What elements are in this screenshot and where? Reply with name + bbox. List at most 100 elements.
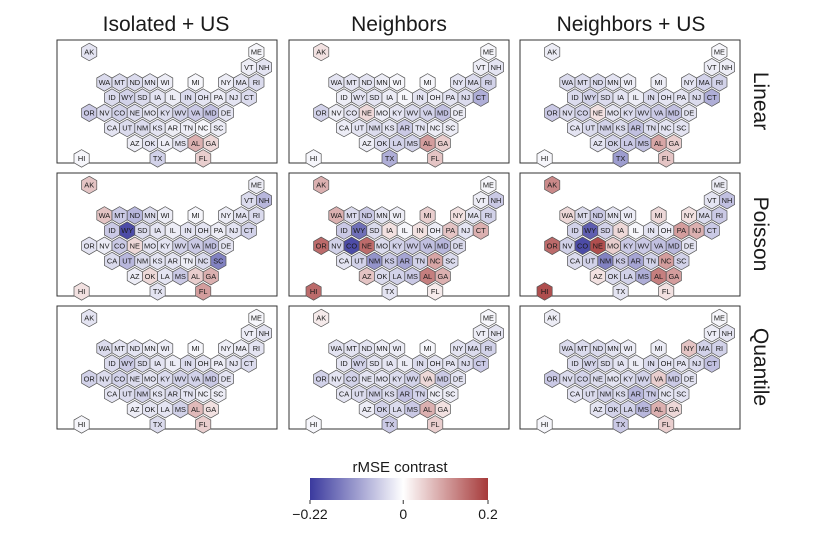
hex-label: IL <box>633 359 639 368</box>
hex-label: CO <box>577 241 588 250</box>
hex-label: WV <box>174 241 186 250</box>
hex-label: UT <box>354 124 364 133</box>
hex-cell <box>658 415 675 434</box>
hex-label: AK <box>547 48 557 57</box>
hex-label: WY <box>353 93 365 102</box>
hex-label: WY <box>353 359 365 368</box>
hex-label: AR <box>631 257 641 266</box>
state-hex-hi: HI <box>305 282 322 301</box>
state-hex-ok: OK <box>142 400 158 419</box>
state-hex-id: ID <box>336 354 352 373</box>
state-hex-wv: WV <box>635 103 652 122</box>
hex-label: WV <box>406 374 418 383</box>
state-hex-nv: NV <box>96 369 113 388</box>
hex-label: OK <box>608 405 619 414</box>
hex-label: SD <box>369 359 379 368</box>
state-hex-ca: CA <box>336 251 352 271</box>
state-hex-oh: OH <box>195 88 212 107</box>
hex-label: IN <box>647 359 654 368</box>
hex-label: MD <box>668 108 680 117</box>
hex-label: NY <box>221 344 231 353</box>
hex-label: IN <box>184 359 191 368</box>
state-hex-mt: MT <box>343 206 360 225</box>
hex-label: DE <box>684 374 694 383</box>
state-hex-ar: AR <box>164 251 181 271</box>
panel-poisson-isolated-us: AK ME VT NH WA MT ND MN WI MI NY MA RI ID WY SD IA IL IN OH… <box>56 172 278 301</box>
state-hex-ak: AK <box>81 175 98 195</box>
state-hex-la: LA <box>620 134 637 153</box>
hex-label: IA <box>154 359 161 368</box>
hex-cell <box>620 206 637 225</box>
state-hex-tx: TX <box>149 415 166 434</box>
hex-label: FL <box>431 420 440 429</box>
hex-label: WA <box>99 211 111 220</box>
state-hex-ar: AR <box>396 384 413 404</box>
hex-label: MO <box>607 374 619 383</box>
state-hex-ma: MA <box>465 339 482 358</box>
hex-label: VT <box>244 63 254 72</box>
hex-cell <box>620 339 637 358</box>
hex-label: AL <box>654 139 663 148</box>
state-hex-wv: WV <box>635 369 652 388</box>
hex-label: RI <box>485 78 492 87</box>
state-hex-de: DE <box>218 103 234 122</box>
hex-label: TX <box>616 154 626 163</box>
hex-label: AL <box>423 405 432 414</box>
hex-label: AR <box>168 124 178 133</box>
state-hex-in: IN <box>412 354 428 373</box>
hex-label: WV <box>637 108 649 117</box>
state-hex-mn: MN <box>142 73 158 92</box>
state-hex-ri: RI <box>248 339 265 358</box>
state-hex-co: CO <box>111 236 128 255</box>
state-hex-al: AL <box>187 267 204 286</box>
hex-cell <box>544 175 561 195</box>
state-hex-mo: MO <box>605 369 621 388</box>
hex-cell <box>658 282 675 301</box>
state-hex-co: CO <box>343 236 360 255</box>
state-hex-nm: NM <box>366 384 383 404</box>
hex-label: NM <box>137 124 149 133</box>
hex-label: MD <box>205 374 217 383</box>
state-hex-ny: NY <box>681 206 697 225</box>
state-hex-sc: SC <box>210 251 227 271</box>
hex-label: CO <box>114 241 125 250</box>
state-hex-tn: TN <box>180 384 196 404</box>
hex-label: DE <box>221 241 231 250</box>
state-hex-pa: PA <box>210 354 227 373</box>
state-hex-nm: NM <box>134 251 151 271</box>
hex-label: VA <box>423 108 432 117</box>
state-hex-nh: NH <box>488 324 504 343</box>
state-hex-nh: NH <box>488 58 504 77</box>
state-hex-va: VA <box>187 103 204 122</box>
hex-cell <box>248 308 265 328</box>
panel-frame <box>288 172 510 297</box>
hex-label: MI <box>191 344 199 353</box>
hex-cell <box>434 134 451 153</box>
hex-cell <box>711 42 728 62</box>
state-hex-ms: MS <box>172 267 189 286</box>
hex-label: NC <box>198 257 209 266</box>
hex-label: SD <box>600 226 610 235</box>
hex-cell <box>248 206 265 225</box>
state-hex-sd: SD <box>134 221 151 240</box>
hex-label: AK <box>84 314 94 323</box>
legend-tick-label: 0 <box>399 506 407 522</box>
hex-label: DE <box>221 374 231 383</box>
hex-label: RI <box>253 78 260 87</box>
hex-label: NH <box>491 63 502 72</box>
panel-poisson-neighbors-us: AK ME VT NH WA MT ND MN WI MI NY MA RI ID WY SD IA IL IN OH… <box>519 172 741 301</box>
hex-cell <box>248 73 265 92</box>
hex-cell <box>536 282 553 301</box>
state-hex-ky: KY <box>157 369 174 388</box>
state-hex-de: DE <box>450 103 466 122</box>
hex-label: TN <box>183 390 193 399</box>
hex-label: HI <box>310 154 317 163</box>
hex-label: MN <box>376 78 388 87</box>
hex-label: MA <box>468 78 479 87</box>
hex-label: UT <box>354 390 364 399</box>
hex-label: SC <box>445 257 456 266</box>
hex-cell <box>488 58 504 77</box>
hex-label: ID <box>571 359 578 368</box>
state-hex-al: AL <box>187 400 204 419</box>
hex-label: ID <box>108 226 115 235</box>
